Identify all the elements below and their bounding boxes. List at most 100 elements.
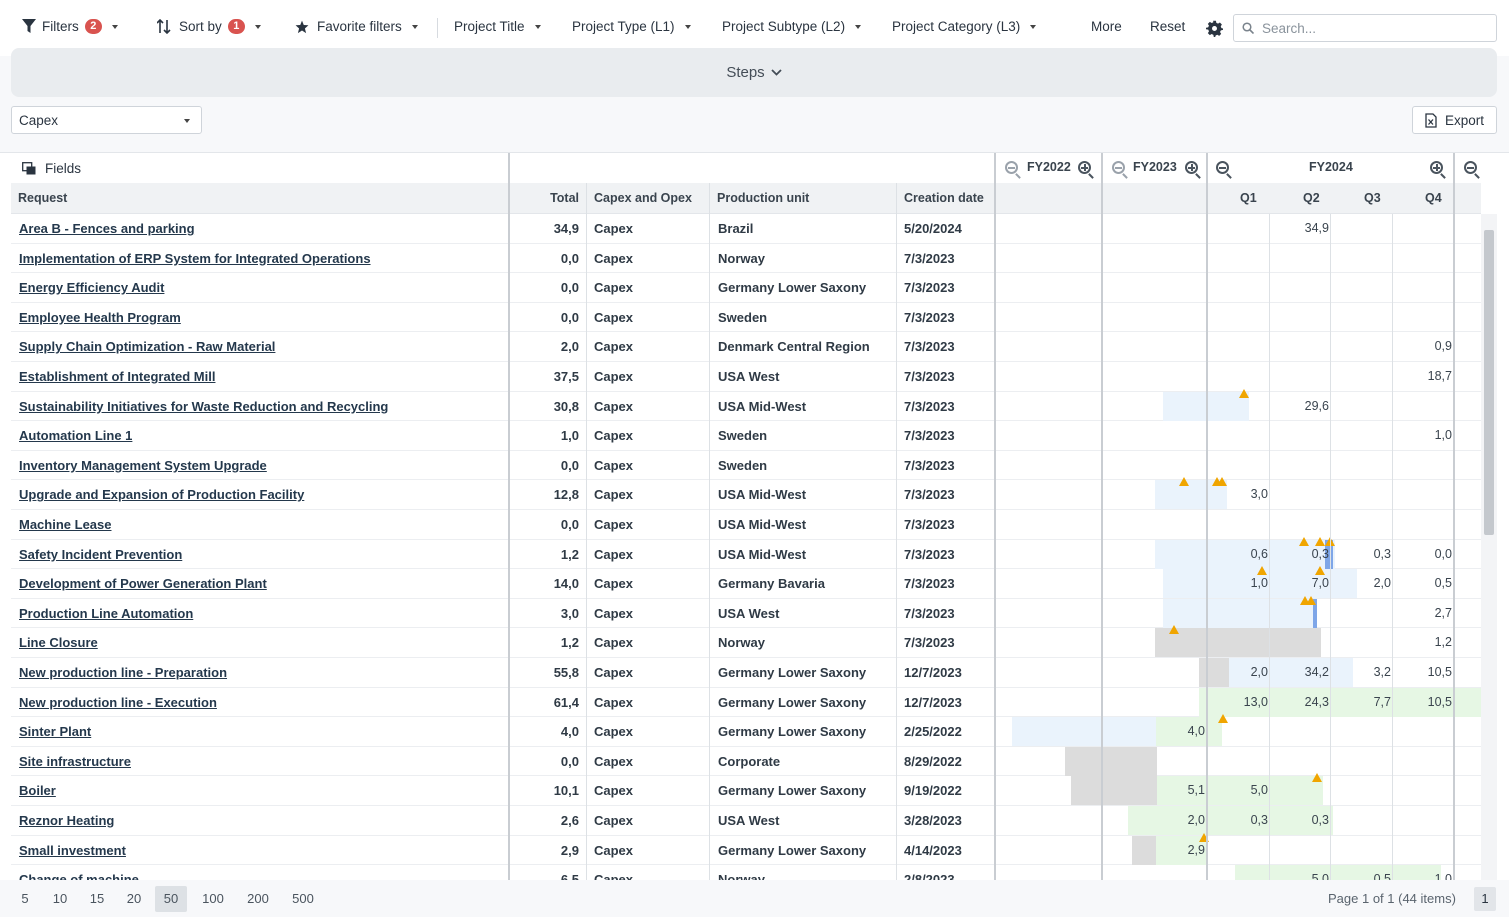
scrollbar-thumb[interactable] <box>1484 230 1494 535</box>
sort-button[interactable]: Sort by 1 <box>157 19 261 34</box>
request-link[interactable]: Line Closure <box>19 635 98 651</box>
timeline-bar[interactable] <box>1155 628 1321 658</box>
warning-icon[interactable] <box>1315 536 1325 546</box>
request-link[interactable]: New production line - Preparation <box>19 665 228 680</box>
zoom-out-next-icon[interactable] <box>1464 161 1477 174</box>
request-link[interactable]: Upgrade and Expansion of Production Faci… <box>19 487 305 503</box>
warning-icon[interactable] <box>1239 388 1249 398</box>
page-size-option[interactable]: 15 <box>89 891 105 906</box>
timeline-bar[interactable] <box>1128 806 1333 835</box>
column-header-total[interactable]: Total <box>550 191 579 205</box>
request-link[interactable]: Area B - Fences and parking <box>19 221 195 236</box>
request-link[interactable]: Establishment of Integrated Mill <box>19 369 216 384</box>
timeline-bar[interactable] <box>1156 717 1222 747</box>
request-link[interactable]: Inventory Management System Upgrade <box>19 457 267 473</box>
funnel-icon <box>22 19 36 33</box>
request-link[interactable]: Boiler <box>19 783 56 799</box>
fields-button[interactable]: Fields <box>22 161 81 176</box>
timeline-bar[interactable] <box>1325 539 1333 569</box>
warning-icon[interactable] <box>1169 625 1179 635</box>
timeline-bar[interactable] <box>1229 658 1353 687</box>
zoom-out-fy2022-icon[interactable] <box>1005 161 1018 174</box>
favorite-filters-button[interactable]: Favorite filters <box>295 19 418 34</box>
creation-date-value: 7/3/2023 <box>904 280 955 296</box>
timeline-bar[interactable] <box>1012 717 1156 747</box>
reset-button[interactable]: Reset <box>1150 19 1186 34</box>
project-title-filter[interactable]: Project Title <box>454 19 541 34</box>
page-size-option[interactable]: 50 <box>155 886 187 912</box>
zoom-in-fy2022-icon[interactable] <box>1078 161 1091 174</box>
request-link[interactable]: Safety Incident Prevention <box>19 546 183 562</box>
project-subtype-filter[interactable]: Project Subtype (L2) <box>722 19 862 34</box>
timeline-bar[interactable] <box>1199 658 1229 687</box>
capex-opex-value: Capex <box>594 339 634 355</box>
column-header-creation-date[interactable]: Creation date <box>904 191 984 205</box>
request-link[interactable]: Machine Lease <box>19 517 112 532</box>
warning-icon[interactable] <box>1315 566 1325 576</box>
warning-icon[interactable] <box>1217 477 1227 487</box>
warning-icon[interactable] <box>1300 595 1310 605</box>
filters-button[interactable]: Filters 2 <box>22 19 118 34</box>
page-size-option[interactable]: 500 <box>292 891 314 906</box>
page-size-option[interactable]: 200 <box>247 891 269 906</box>
timeline-bar[interactable] <box>1235 865 1441 880</box>
request-link[interactable]: Reznor Heating <box>19 813 115 828</box>
table-row: Upgrade and Expansion of Production Faci… <box>11 477 1481 510</box>
page-number-button[interactable]: 1 <box>1474 887 1496 911</box>
vertical-scrollbar[interactable] <box>1481 214 1497 880</box>
quarter-value-q2: 0,3 <box>1311 813 1329 827</box>
column-header-capex-opex[interactable]: Capex and Opex <box>594 191 692 205</box>
request-link[interactable]: Small investment <box>19 842 126 858</box>
project-type-filter[interactable]: Project Type (L1) <box>572 19 691 34</box>
page-size-option[interactable]: 5 <box>21 891 29 906</box>
search-box <box>1233 14 1497 42</box>
search-input[interactable] <box>1262 20 1482 36</box>
export-button[interactable]: Export <box>1412 106 1497 134</box>
fy-divider <box>1453 153 1455 880</box>
zoom-in-fy2024-icon[interactable] <box>1430 161 1443 174</box>
request-link[interactable]: Development of Power Generation Plant <box>19 576 267 592</box>
view-select[interactable]: Capex <box>11 106 202 134</box>
request-link[interactable]: Site infrastructure <box>19 753 131 769</box>
page-size-option[interactable]: 20 <box>126 891 142 906</box>
timeline-bar[interactable] <box>1313 598 1317 628</box>
warning-icon[interactable] <box>1257 566 1267 576</box>
zoom-out-fy2024-icon[interactable] <box>1216 161 1229 174</box>
warning-icon[interactable] <box>1179 477 1189 487</box>
timeline-bar[interactable] <box>1157 776 1323 806</box>
warning-icon[interactable] <box>1306 595 1316 605</box>
timeline-bar[interactable] <box>1132 835 1156 865</box>
page-size-option[interactable]: 100 <box>202 891 224 906</box>
page-size-option[interactable]: 10 <box>52 891 68 906</box>
timeline-bar[interactable] <box>1163 598 1313 628</box>
warning-icon[interactable] <box>1299 536 1309 546</box>
request-link[interactable]: Implementation of ERP System for Integra… <box>19 250 371 266</box>
request-link[interactable]: Sinter Plant <box>19 724 92 740</box>
request-link[interactable]: Change of machine <box>19 872 139 880</box>
request-link[interactable]: Energy Efficiency Audit <box>19 280 165 296</box>
zoom-out-fy2023-icon[interactable] <box>1112 161 1125 174</box>
warning-icon[interactable] <box>1199 832 1209 842</box>
timeline-bar[interactable] <box>1065 746 1157 776</box>
request-link[interactable]: Sustainability Initiatives for Waste Red… <box>19 398 389 414</box>
more-button[interactable]: More <box>1091 19 1122 34</box>
request-link[interactable]: Supply Chain Optimization - Raw Material <box>19 339 276 355</box>
total-value: 1,2 <box>560 546 579 562</box>
request-link[interactable]: Employee Health Program <box>19 309 181 325</box>
steps-panel-toggle[interactable]: Steps <box>11 48 1497 97</box>
project-category-filter[interactable]: Project Category (L3) <box>892 19 1037 34</box>
total-value: 37,5 <box>553 369 579 384</box>
timeline-bar[interactable] <box>1199 687 1481 717</box>
request-link[interactable]: New production line - Execution <box>19 694 217 710</box>
warning-icon[interactable] <box>1218 714 1228 724</box>
column-header-request[interactable]: Request <box>18 191 68 205</box>
settings-button[interactable] <box>1206 20 1223 40</box>
zoom-in-fy2023-icon[interactable] <box>1185 161 1198 174</box>
timeline-bar[interactable] <box>1071 776 1157 806</box>
warning-icon[interactable] <box>1312 773 1322 783</box>
total-value: 12,8 <box>553 487 579 503</box>
quarter-value-q1: 2,0 <box>1250 665 1268 679</box>
request-link[interactable]: Automation Line 1 <box>19 428 133 444</box>
request-link[interactable]: Production Line Automation <box>19 605 194 621</box>
column-header-production-unit[interactable]: Production unit <box>717 191 810 205</box>
